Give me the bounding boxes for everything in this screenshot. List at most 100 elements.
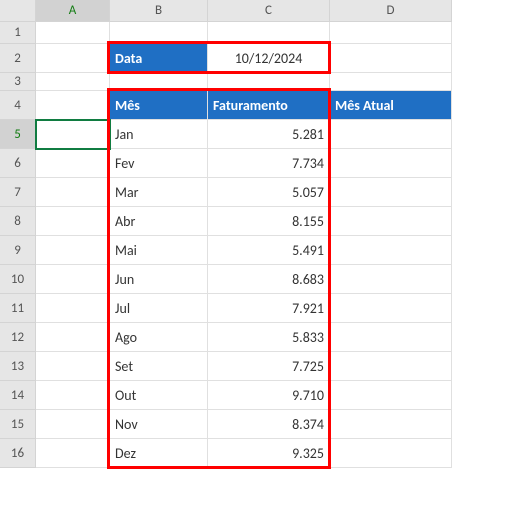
row-header-7[interactable]: 7 bbox=[0, 178, 36, 207]
cell-A10[interactable] bbox=[36, 265, 110, 294]
select-all-corner[interactable] bbox=[0, 0, 36, 22]
cell-B13[interactable]: Set bbox=[110, 352, 208, 381]
cell-B9[interactable]: Mai bbox=[110, 236, 208, 265]
cell-D14[interactable] bbox=[330, 381, 452, 410]
cell-A2[interactable] bbox=[36, 44, 110, 73]
col-header-c[interactable]: C bbox=[208, 0, 330, 22]
cell-D10[interactable] bbox=[330, 265, 452, 294]
cell-D8[interactable] bbox=[330, 207, 452, 236]
cell-C5[interactable]: 5.281 bbox=[208, 120, 330, 149]
cell-A5[interactable] bbox=[36, 120, 110, 149]
cell-text: 10/12/2024 bbox=[235, 50, 303, 67]
cell-B2[interactable]: Data bbox=[110, 44, 208, 73]
cell-B6[interactable]: Fev bbox=[110, 149, 208, 178]
cell-text: Ago bbox=[115, 329, 137, 346]
cell-A14[interactable] bbox=[36, 381, 110, 410]
cell-B4[interactable]: Mês bbox=[110, 91, 208, 120]
col-header-b[interactable]: B bbox=[110, 0, 208, 22]
cell-B8[interactable]: Abr bbox=[110, 207, 208, 236]
cell-D11[interactable] bbox=[330, 294, 452, 323]
cell-B10[interactable]: Jun bbox=[110, 265, 208, 294]
cell-A11[interactable] bbox=[36, 294, 110, 323]
cell-B5[interactable]: Jan bbox=[110, 120, 208, 149]
cell-D2[interactable] bbox=[330, 44, 452, 73]
row-header-8[interactable]: 8 bbox=[0, 207, 36, 236]
cell-C10[interactable]: 8.683 bbox=[208, 265, 330, 294]
cell-C12[interactable]: 5.833 bbox=[208, 323, 330, 352]
row-header-12[interactable]: 12 bbox=[0, 323, 36, 352]
cell-D3[interactable] bbox=[330, 73, 452, 91]
cell-D7[interactable] bbox=[330, 178, 452, 207]
row-header-4[interactable]: 4 bbox=[0, 91, 36, 120]
row-header-5[interactable]: 5 bbox=[0, 120, 36, 149]
cell-B3[interactable] bbox=[110, 73, 208, 91]
cell-A1[interactable] bbox=[36, 22, 110, 44]
column-headers: A B C D bbox=[0, 0, 522, 22]
cell-B1[interactable] bbox=[110, 22, 208, 44]
cell-D15[interactable] bbox=[330, 410, 452, 439]
row-header-14[interactable]: 14 bbox=[0, 381, 36, 410]
cell-text: Faturamento bbox=[213, 97, 288, 114]
cell-A13[interactable] bbox=[36, 352, 110, 381]
row-header-15[interactable]: 15 bbox=[0, 410, 36, 439]
cell-text: 5.057 bbox=[292, 184, 324, 201]
cell-C16[interactable]: 9.325 bbox=[208, 439, 330, 468]
cell-text: Abr bbox=[115, 213, 135, 230]
cell-D5[interactable] bbox=[330, 120, 452, 149]
cell-text: Fev bbox=[115, 155, 134, 172]
cell-A6[interactable] bbox=[36, 149, 110, 178]
cell-C4[interactable]: Faturamento bbox=[208, 91, 330, 120]
cell-C7[interactable]: 5.057 bbox=[208, 178, 330, 207]
cell-A9[interactable] bbox=[36, 236, 110, 265]
cell-D9[interactable] bbox=[330, 236, 452, 265]
cell-C2[interactable]: 10/12/2024 bbox=[208, 44, 330, 73]
row-header-2[interactable]: 2 bbox=[0, 44, 36, 73]
cell-C8[interactable]: 8.155 bbox=[208, 207, 330, 236]
col-header-d[interactable]: D bbox=[330, 0, 452, 22]
cell-C1[interactable] bbox=[208, 22, 330, 44]
row-header-1[interactable]: 1 bbox=[0, 22, 36, 44]
cell-A7[interactable] bbox=[36, 178, 110, 207]
row-header-10[interactable]: 10 bbox=[0, 265, 36, 294]
cell-A4[interactable] bbox=[36, 91, 110, 120]
cell-C9[interactable]: 5.491 bbox=[208, 236, 330, 265]
cell-A16[interactable] bbox=[36, 439, 110, 468]
cell-text: Mês Atual bbox=[335, 97, 394, 114]
cell-C15[interactable]: 8.374 bbox=[208, 410, 330, 439]
row-header-16[interactable]: 16 bbox=[0, 439, 36, 468]
cell-B12[interactable]: Ago bbox=[110, 323, 208, 352]
cell-D12[interactable] bbox=[330, 323, 452, 352]
cell-text: Nov bbox=[115, 416, 138, 433]
cell-B11[interactable]: Jul bbox=[110, 294, 208, 323]
row-header-3[interactable]: 3 bbox=[0, 73, 36, 91]
cell-B16[interactable]: Dez bbox=[110, 439, 208, 468]
cell-text: Dez bbox=[115, 445, 136, 462]
cell-C11[interactable]: 7.921 bbox=[208, 294, 330, 323]
row-header-9[interactable]: 9 bbox=[0, 236, 36, 265]
cell-D13[interactable] bbox=[330, 352, 452, 381]
cell-D4[interactable]: Mês Atual bbox=[330, 91, 452, 120]
cell-C13[interactable]: 7.725 bbox=[208, 352, 330, 381]
cell-B7[interactable]: Mar bbox=[110, 178, 208, 207]
cell-C3[interactable] bbox=[208, 73, 330, 91]
cell-D6[interactable] bbox=[330, 149, 452, 178]
cell-text: 7.921 bbox=[292, 300, 324, 317]
cell-D16[interactable] bbox=[330, 439, 452, 468]
cell-C6[interactable]: 7.734 bbox=[208, 149, 330, 178]
row-header-11[interactable]: 11 bbox=[0, 294, 36, 323]
col-header-a[interactable]: A bbox=[36, 0, 110, 22]
cell-A3[interactable] bbox=[36, 73, 110, 91]
cell-B14[interactable]: Out bbox=[110, 381, 208, 410]
row-header-13[interactable]: 13 bbox=[0, 352, 36, 381]
cell-C14[interactable]: 9.710 bbox=[208, 381, 330, 410]
cell-grid: Data 10/12/2024 Mês Faturamento Mês Atual Jan… bbox=[36, 22, 452, 468]
cell-A12[interactable] bbox=[36, 323, 110, 352]
cell-D1[interactable] bbox=[330, 22, 452, 44]
cell-text: 9.325 bbox=[292, 445, 324, 462]
cell-text: Mar bbox=[115, 184, 139, 201]
cell-text: 5.281 bbox=[292, 126, 324, 143]
row-header-6[interactable]: 6 bbox=[0, 149, 36, 178]
cell-A8[interactable] bbox=[36, 207, 110, 236]
cell-A15[interactable] bbox=[36, 410, 110, 439]
cell-B15[interactable]: Nov bbox=[110, 410, 208, 439]
